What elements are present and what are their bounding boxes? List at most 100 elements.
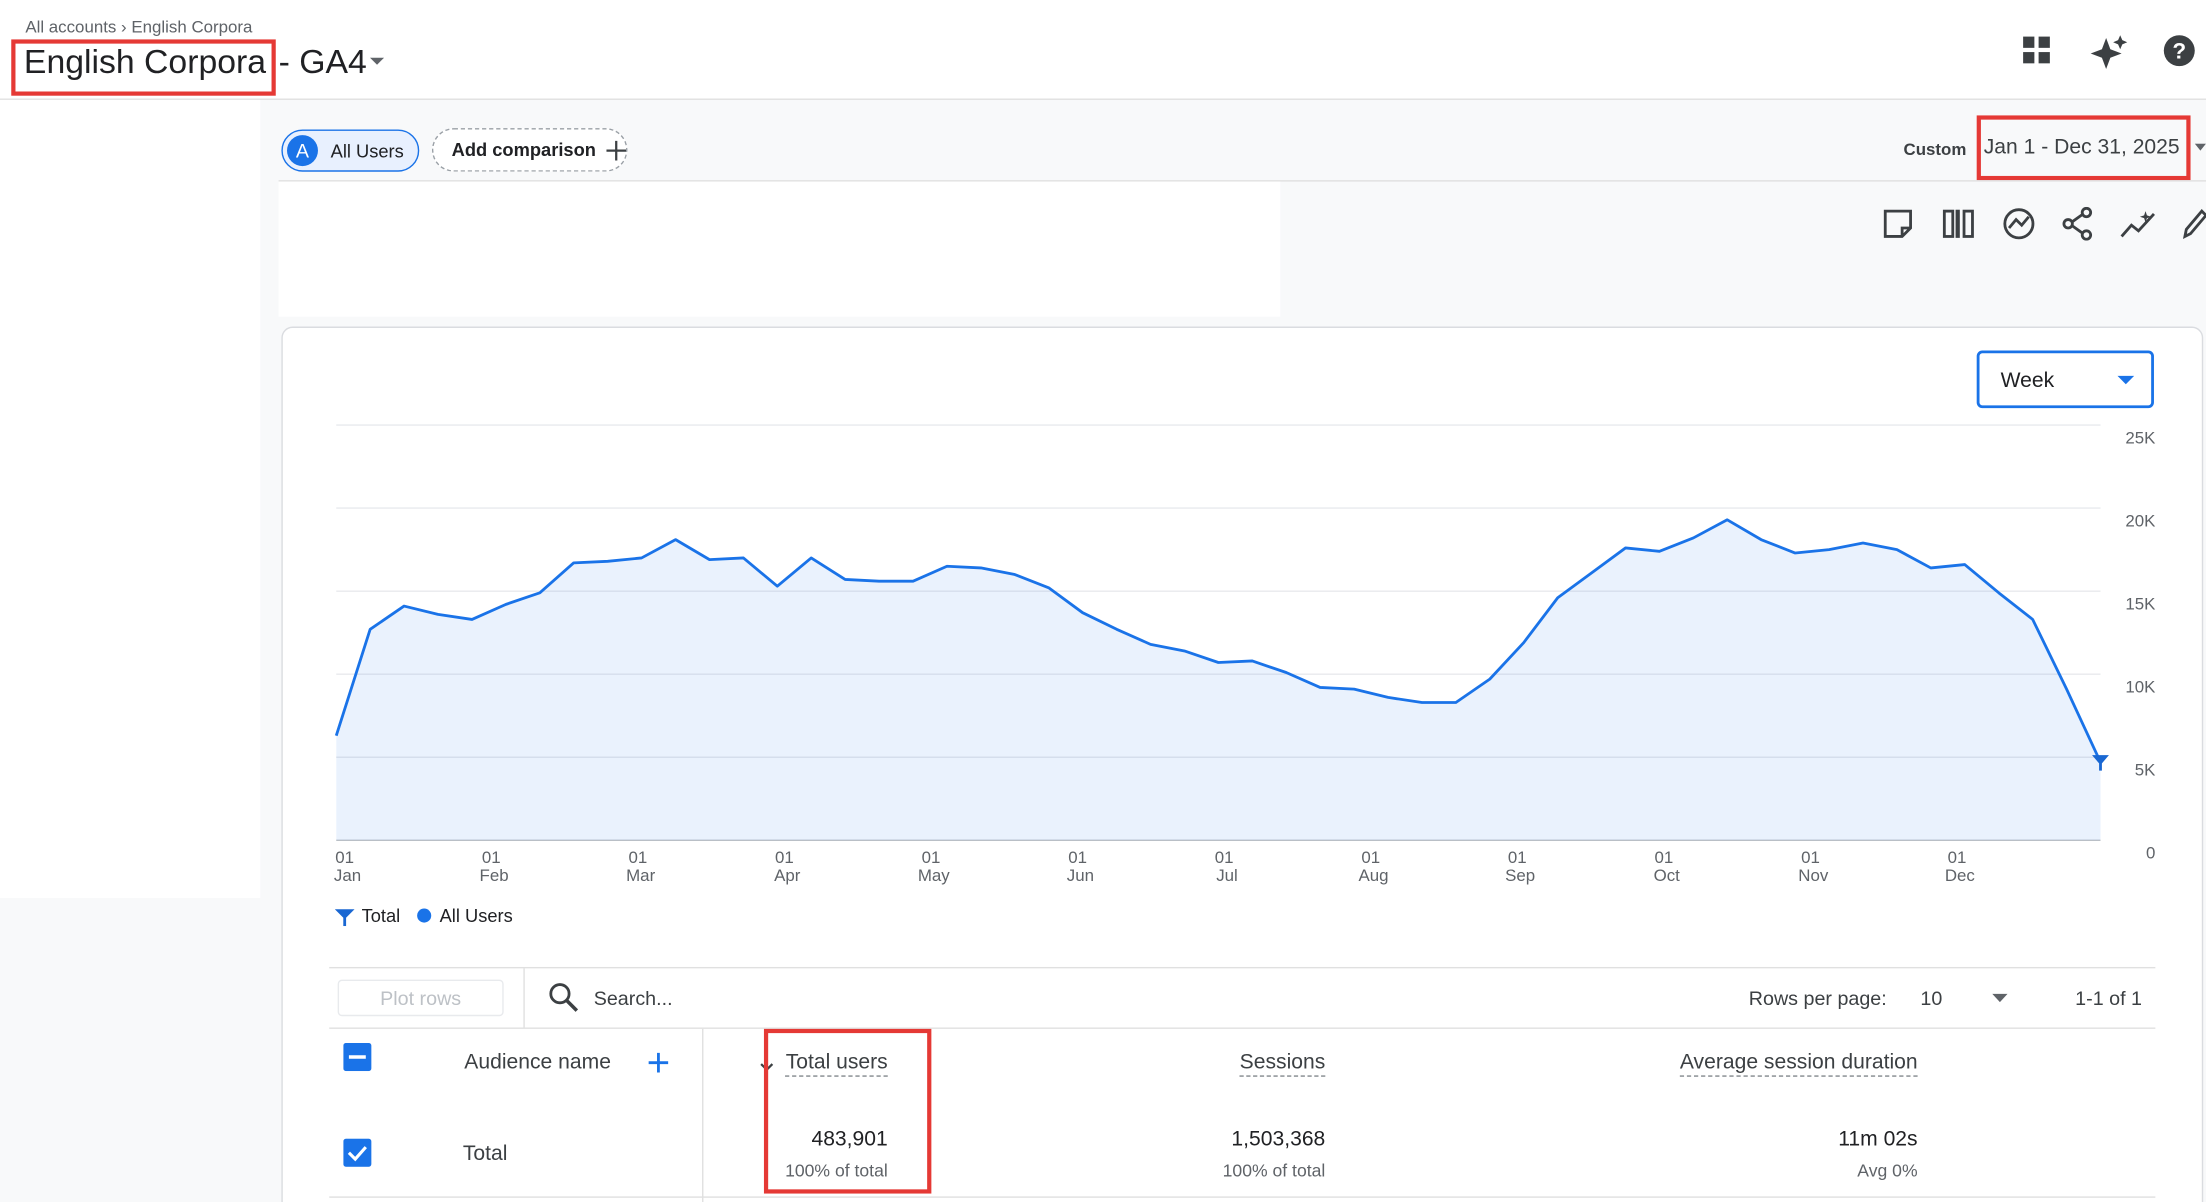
cell-note: 100% of total [1222,1161,1326,1181]
x-tick-label: Oct [1654,866,1681,885]
legend-marker [417,908,432,923]
legend-label: Total [361,905,401,927]
x-tick-label: Nov [1798,866,1829,885]
cell-value: 483,901 [811,1127,888,1152]
breadcrumb-item[interactable]: All accounts [25,16,117,37]
summary-area [278,181,1281,317]
help-icon[interactable]: ? [2162,34,2196,68]
legend-marker [334,908,355,926]
trend-icon[interactable] [2120,208,2157,239]
compare-icon[interactable] [1942,208,1976,239]
area [336,519,2101,841]
x-tick-label: 01 [1215,848,1234,867]
x-tick-label: 01 [922,848,941,867]
edit-icon[interactable] [2181,207,2206,241]
x-tick-label: 01 [1508,848,1527,867]
column-header[interactable]: Sessions [1239,1050,1326,1077]
cell-note: 100% of total [785,1161,888,1181]
divider [702,1028,704,1202]
x-tick-label: Jul [1216,866,1238,885]
annotate-icon[interactable] [1882,208,1913,239]
dropdown-arrow[interactable] [1992,993,2008,1003]
cell-value: 11m 02s [1838,1127,1918,1152]
x-tick-label: May [918,866,950,885]
x-tick-label: Jan [334,866,361,885]
segment-name: All Users [330,140,404,162]
top-bar [0,0,2206,100]
segment-chip[interactable]: A All Users [281,129,420,172]
x-tick-label: Mar [626,866,655,885]
x-tick-label: Feb [480,866,509,885]
plus-icon [605,140,626,160]
x-tick-label: 01 [1068,848,1087,867]
x-tick-label: Aug [1359,866,1389,885]
dropdown-arrow[interactable] [369,56,386,67]
property-suffix[interactable]: - GA4 [278,43,367,82]
search-input[interactable]: Search... [593,986,673,1010]
select-all-checkbox[interactable] [343,1042,372,1072]
legend-label: All Users [439,905,513,927]
row-checkbox[interactable] [343,1138,372,1167]
left-panel [0,99,261,898]
insights-icon[interactable] [2089,34,2128,71]
add-comparison[interactable]: Add comparison [431,128,628,172]
y-tick-label: 10K [2125,677,2156,696]
column-header[interactable]: Average session duration [1679,1050,1918,1077]
highlight-box [1976,115,2191,181]
breadcrumb: All accounts › English Corpora [25,17,252,37]
rows-per-page-label: Rows per page: [1748,986,1887,1010]
highlight-box [763,1028,932,1194]
y-tick-label: 0 [2146,844,2155,863]
divider [278,180,2206,182]
dropdown-arrow[interactable] [2194,143,2206,152]
interval-select[interactable]: Week [1976,350,2154,409]
y-tick-label: 25K [2125,428,2156,447]
highlight-box [11,39,276,96]
x-tick-label: Sep [1505,866,1535,885]
x-tick-label: Jun [1067,866,1094,885]
column-header[interactable]: Audience name [464,1049,611,1074]
share-icon[interactable] [2062,206,2094,241]
property-name[interactable]: English Corpora [23,43,267,82]
apps-icon[interactable] [2022,35,2053,66]
breadcrumb-item[interactable]: English Corpora [131,16,253,37]
row-name: Total [462,1141,508,1166]
x-tick-label: 01 [335,848,354,867]
cell-value: 1,503,368 [1231,1127,1326,1152]
total-marker [2092,755,2109,771]
x-tick-label: 01 [628,848,647,867]
interval-label: Week [2000,368,2055,393]
legend: Total All Users [334,905,513,927]
insights-chart-icon[interactable] [2002,207,2036,241]
svg-text:?: ? [2172,38,2186,63]
column-header[interactable]: Total users [785,1050,888,1077]
divider [523,968,525,1028]
line [334,518,2102,763]
plot-rows-button[interactable]: Plot rows [337,979,504,1017]
add-dimension-icon[interactable] [648,1052,669,1073]
y-tick-label: 5K [2135,761,2156,780]
x-tick-label: 01 [1948,848,1967,867]
pagination: 1-1 of 1 [2075,986,2142,1010]
dropdown-arrow [2117,375,2135,385]
y-tick-label: 15K [2125,594,2156,613]
x-tick-label: 01 [1801,848,1820,867]
cell-note: Avg 0% [1857,1161,1918,1181]
date-range[interactable]: Jan 1 - Dec 31, 2025 [1983,135,2180,160]
date-range-label: Custom [1903,139,1967,160]
divider [329,1196,2156,1198]
divider [329,1027,2156,1029]
segment-initial: A [287,135,318,167]
divider [329,966,2156,969]
rows-per-page[interactable]: 10 [1920,986,1943,1010]
x-tick-label: 01 [482,848,501,867]
add-comparison-label: Add comparison [451,139,596,161]
x-tick-label: 01 [1361,848,1380,867]
x-tick-label: 01 [1655,848,1674,867]
search-icon[interactable] [549,982,580,1013]
report-card [281,326,2204,1202]
x-tick-label: 01 [775,848,794,867]
